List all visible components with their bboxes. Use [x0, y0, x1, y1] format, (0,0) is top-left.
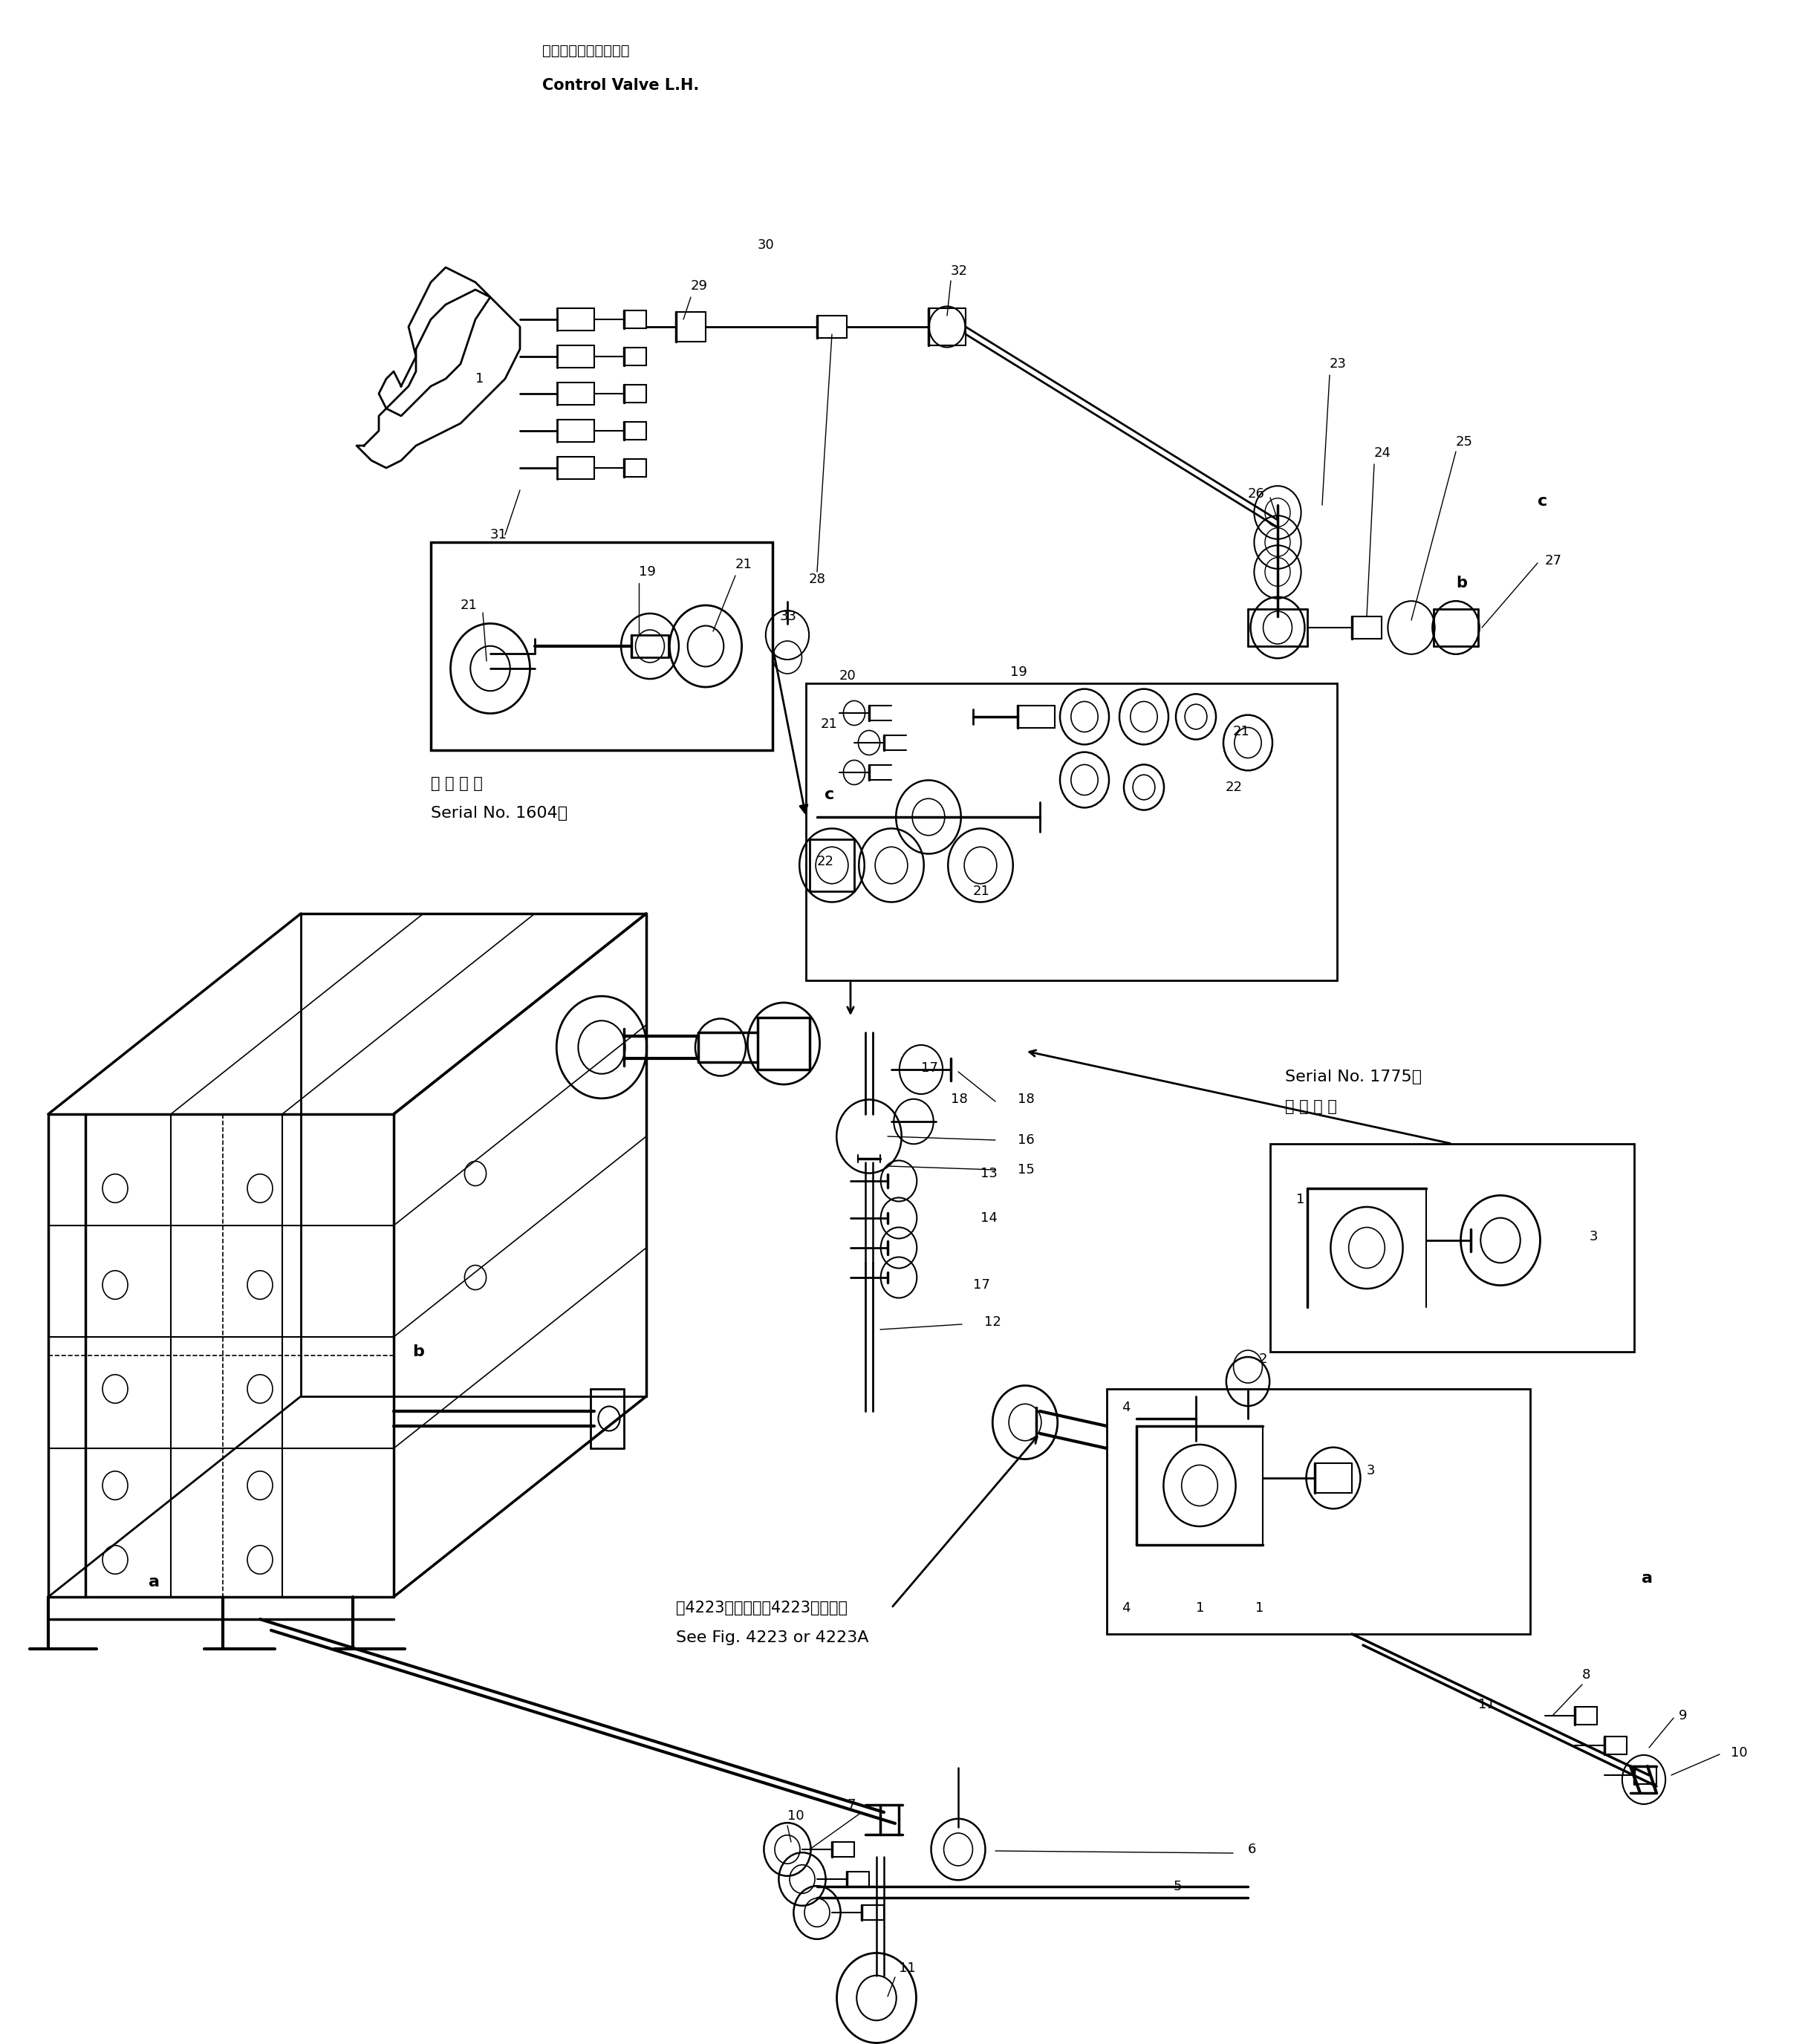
Text: 33: 33: [780, 609, 798, 623]
Bar: [1106, 1390, 1531, 1633]
Text: 17: 17: [921, 1061, 939, 1075]
Text: Control Valve L.H.: Control Valve L.H.: [542, 78, 699, 92]
Text: 21: 21: [1233, 726, 1251, 738]
Text: 11: 11: [1478, 1699, 1495, 1711]
Text: Serial No. 1775～: Serial No. 1775～: [1285, 1069, 1422, 1085]
Text: 27: 27: [1545, 554, 1561, 568]
Text: 22: 22: [1226, 781, 1242, 793]
Text: コントロールバルブ左: コントロールバルブ左: [542, 43, 630, 57]
Text: 26: 26: [1247, 486, 1265, 501]
Text: 2: 2: [1260, 1353, 1267, 1365]
Text: 14: 14: [980, 1212, 998, 1224]
Text: 29: 29: [691, 280, 708, 292]
Text: 適 用 号 機: 適 用 号 機: [1285, 1100, 1338, 1114]
Text: 30: 30: [758, 239, 774, 251]
Text: 5: 5: [1173, 1880, 1182, 1893]
Text: 10: 10: [1731, 1746, 1747, 1760]
Text: 28: 28: [809, 572, 825, 587]
Text: c: c: [825, 787, 834, 801]
Text: 1: 1: [1254, 1600, 1264, 1615]
Text: 31: 31: [491, 527, 507, 542]
Text: a: a: [1641, 1572, 1653, 1586]
Text: 4: 4: [1121, 1400, 1130, 1414]
Text: 6: 6: [1247, 1844, 1256, 1856]
Text: 10: 10: [787, 1809, 805, 1823]
Text: 13: 13: [980, 1167, 998, 1179]
Text: 適 用 号 機: 適 用 号 機: [431, 777, 482, 791]
Text: b: b: [412, 1345, 424, 1359]
Text: 3: 3: [1590, 1230, 1597, 1243]
Text: 12: 12: [984, 1316, 1002, 1329]
Text: 9: 9: [1679, 1709, 1688, 1723]
Text: 1: 1: [1296, 1194, 1305, 1206]
Bar: [431, 542, 773, 750]
Text: 7: 7: [847, 1799, 856, 1811]
Text: a: a: [148, 1574, 159, 1590]
Text: 3: 3: [1366, 1464, 1375, 1478]
Text: 1: 1: [475, 372, 484, 386]
Text: 21: 21: [735, 558, 753, 570]
Text: 21: 21: [973, 885, 991, 897]
Text: 23: 23: [1330, 358, 1347, 370]
Text: 18: 18: [1018, 1094, 1034, 1106]
Text: 20: 20: [839, 668, 856, 683]
Bar: [1271, 1145, 1634, 1351]
Text: b: b: [1457, 576, 1467, 591]
Text: 16: 16: [1018, 1134, 1034, 1147]
Text: 32: 32: [951, 264, 967, 278]
Text: 21: 21: [821, 717, 838, 732]
Text: 1: 1: [1197, 1600, 1204, 1615]
Text: 22: 22: [818, 854, 834, 869]
Text: See Fig. 4223 or 4223A: See Fig. 4223 or 4223A: [675, 1631, 868, 1645]
Text: c: c: [1538, 495, 1547, 509]
Bar: [807, 683, 1338, 981]
Text: 25: 25: [1457, 435, 1473, 448]
Text: 15: 15: [1018, 1163, 1034, 1177]
Text: 19: 19: [1011, 666, 1027, 679]
Text: 21: 21: [460, 599, 478, 611]
Text: 11: 11: [899, 1962, 915, 1975]
Text: 8: 8: [1583, 1668, 1590, 1682]
Text: 19: 19: [639, 566, 655, 578]
Text: 笥4223図または笥4223Ａ図参照: 笥4223図または笥4223Ａ図参照: [675, 1600, 848, 1615]
Text: 18: 18: [951, 1094, 967, 1106]
Text: 24: 24: [1374, 446, 1392, 460]
Text: 17: 17: [973, 1278, 991, 1292]
Text: Serial No. 1604～: Serial No. 1604～: [431, 805, 567, 822]
Text: 4: 4: [1121, 1600, 1130, 1615]
